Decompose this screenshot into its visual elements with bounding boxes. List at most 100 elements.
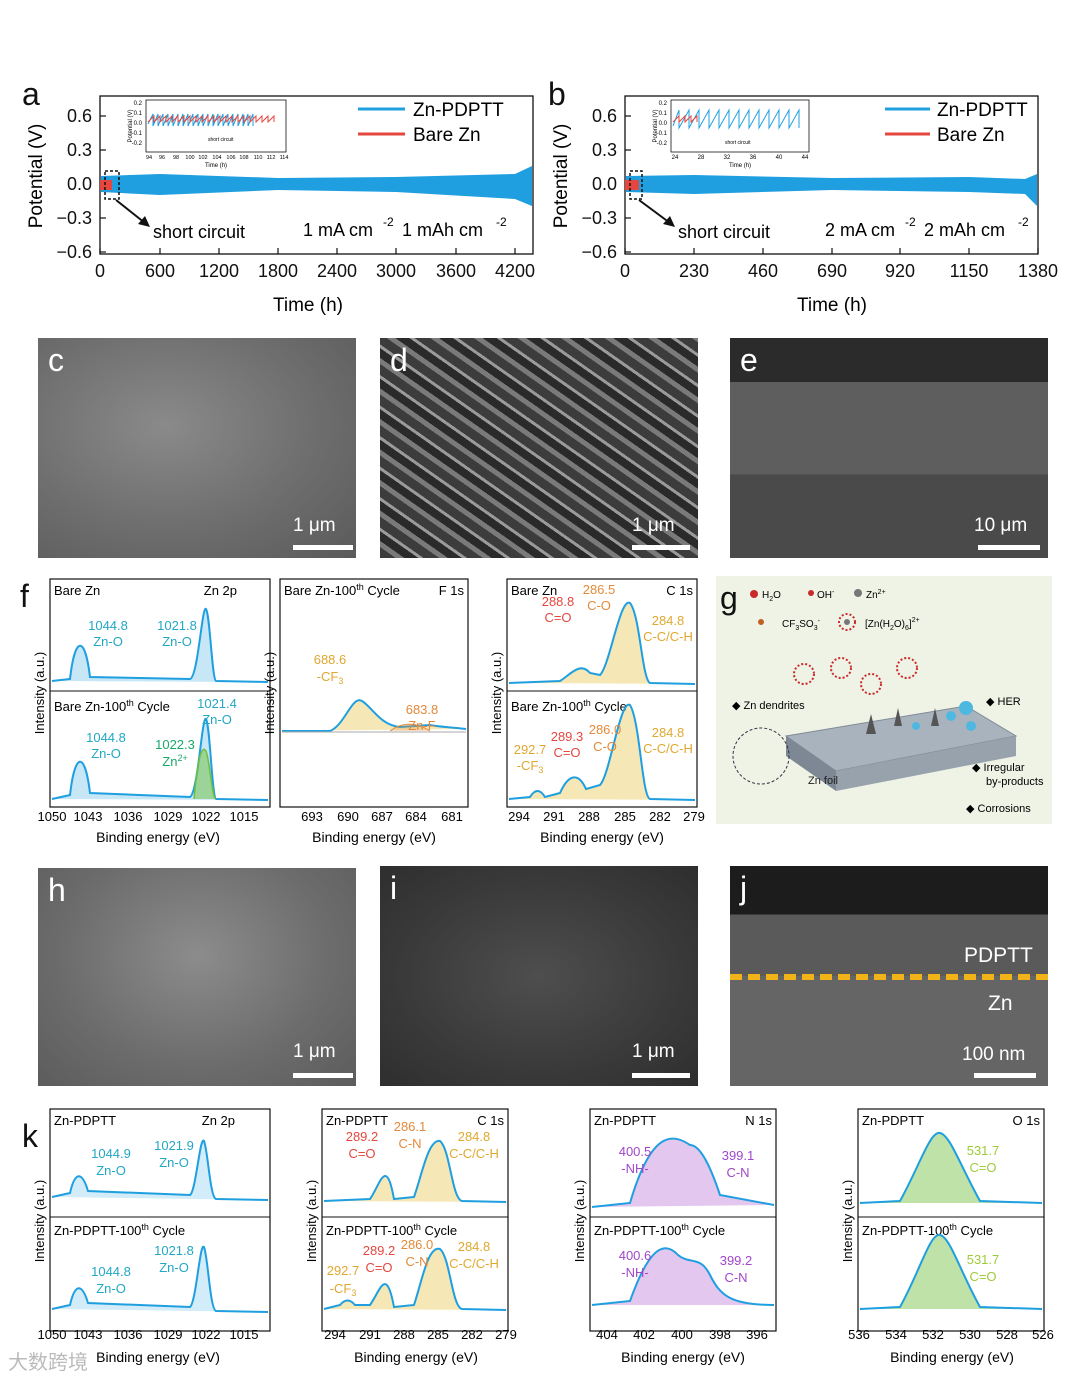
svg-text:534: 534 <box>885 1327 907 1342</box>
svg-text:1021.8: 1021.8 <box>157 618 197 633</box>
svg-text:short circuit: short circuit <box>678 222 770 242</box>
svg-text:Zn-PDPTT-100th Cycle: Zn-PDPTT-100th Cycle <box>594 1222 725 1238</box>
svg-text:Zn foil: Zn foil <box>808 775 838 787</box>
svg-text:CF3SO3-: CF3SO3- <box>782 618 821 632</box>
svg-text:683.8: 683.8 <box>406 702 439 717</box>
svg-text:688.6: 688.6 <box>314 652 347 667</box>
svg-text:460: 460 <box>748 261 778 281</box>
panel-label-f: f <box>20 578 29 614</box>
svg-text:Intensity (a.u.): Intensity (a.u.) <box>304 1180 319 1262</box>
svg-text:402: 402 <box>633 1327 655 1342</box>
svg-text:1015: 1015 <box>230 1327 259 1342</box>
svg-text:Binding energy (eV): Binding energy (eV) <box>621 1349 745 1365</box>
svg-text:98: 98 <box>173 155 179 161</box>
svg-text:short circuit: short circuit <box>725 140 751 146</box>
svg-text:C-N: C-N <box>405 1254 428 1269</box>
tick-a-y4: −0.3 <box>56 208 92 228</box>
inset-b: 0.2 0.1 0.0 -0.1 -0.2 24 28 32 36 40 44 … <box>653 99 810 169</box>
scale-label-c: 1 μm <box>293 515 336 536</box>
svg-text:286.0: 286.0 <box>589 722 622 737</box>
svg-text:-NH-: -NH- <box>621 1161 648 1176</box>
svg-text:Time (h): Time (h) <box>729 163 751 169</box>
svg-text:286.5: 286.5 <box>583 582 616 597</box>
svg-text:404: 404 <box>596 1327 618 1342</box>
svg-text:◆ HER: ◆ HER <box>986 696 1021 708</box>
sem-image-e: e 10 μm <box>730 338 1048 558</box>
svg-text:Bare Zn-100th Cycle: Bare Zn-100th Cycle <box>54 698 170 714</box>
svg-text:114: 114 <box>280 155 289 161</box>
svg-text:1029: 1029 <box>154 1327 183 1342</box>
svg-text:Zn-PDPTT-100th Cycle: Zn-PDPTT-100th Cycle <box>326 1222 457 1238</box>
svg-text:288: 288 <box>578 809 600 824</box>
tick-a-y5: −0.6 <box>56 242 92 262</box>
svg-text:24: 24 <box>672 155 679 161</box>
svg-text:Zn2+: Zn2+ <box>162 753 187 769</box>
svg-text:0: 0 <box>620 261 630 281</box>
svg-text:C=O: C=O <box>544 610 571 625</box>
svg-text:1043: 1043 <box>74 809 103 824</box>
svg-text:110: 110 <box>254 155 263 161</box>
svg-text:short circuit: short circuit <box>208 137 234 143</box>
svg-text:400.6: 400.6 <box>619 1248 652 1263</box>
series-a-bare-zn <box>100 180 112 190</box>
svg-text:-CF3: -CF3 <box>330 1281 357 1298</box>
scale-label-e: 10 μm <box>974 515 1028 536</box>
tick-a-x4: 1800 <box>258 261 298 281</box>
svg-text:Binding energy (eV): Binding energy (eV) <box>890 1349 1014 1365</box>
svg-text:−0.3: −0.3 <box>581 208 617 228</box>
scale-bar-h <box>293 1073 353 1078</box>
svg-text:1050: 1050 <box>38 809 67 824</box>
svg-text:1044.8: 1044.8 <box>91 1264 131 1279</box>
svg-text:C 1s: C 1s <box>666 583 693 598</box>
tick-a-y1: 0.6 <box>67 106 92 126</box>
svg-text:400.5: 400.5 <box>619 1144 652 1159</box>
svg-text:400: 400 <box>671 1327 693 1342</box>
series-a-zn-pdptt <box>101 166 532 206</box>
svg-text:Zn-PDPTT: Zn-PDPTT <box>54 1113 116 1128</box>
svg-text:1015: 1015 <box>230 809 259 824</box>
svg-text:0.1: 0.1 <box>134 111 143 117</box>
svg-text:Intensity (a.u.): Intensity (a.u.) <box>32 1180 47 1262</box>
svg-text:Zn-PDPTT: Zn-PDPTT <box>862 1113 924 1128</box>
arrow-a <box>115 199 146 224</box>
svg-text:294: 294 <box>508 809 530 824</box>
svg-text:Intensity (a.u.): Intensity (a.u.) <box>489 652 504 734</box>
svg-text:286.0: 286.0 <box>401 1237 434 1252</box>
scale-bar-j <box>974 1073 1036 1078</box>
svg-text:1036: 1036 <box>114 809 143 824</box>
svg-text:530: 530 <box>959 1327 981 1342</box>
svg-text:690: 690 <box>337 809 359 824</box>
svg-text:OH-: OH- <box>817 589 835 601</box>
tick-a-x1: 0 <box>95 261 105 281</box>
svg-text:920: 920 <box>885 261 915 281</box>
svg-text:Zn-PDPTT: Zn-PDPTT <box>937 100 1028 121</box>
sem-image-i: i 1 μm <box>380 866 698 1086</box>
svg-text:C=O: C=O <box>365 1260 392 1275</box>
svg-text:282: 282 <box>461 1327 483 1342</box>
svg-text:Zn 2p: Zn 2p <box>202 1113 235 1128</box>
svg-text:108: 108 <box>239 155 248 161</box>
svg-text:1022.3: 1022.3 <box>155 737 195 752</box>
panel-label-g: g <box>720 580 738 616</box>
svg-text:681: 681 <box>441 809 463 824</box>
svg-text:C=O: C=O <box>553 745 580 760</box>
ylabel-a: Potential (V) <box>26 124 47 229</box>
svg-text:0.0: 0.0 <box>659 121 668 127</box>
svg-text:Intensity (a.u.): Intensity (a.u.) <box>572 1180 587 1262</box>
svg-text:Time (h): Time (h) <box>205 163 227 169</box>
svg-text:531.7: 531.7 <box>967 1252 1000 1267</box>
svg-text:◆ Corrosions: ◆ Corrosions <box>966 803 1031 815</box>
tick-a-x8: 4200 <box>495 261 535 281</box>
svg-text:292.7: 292.7 <box>514 742 547 757</box>
svg-text:Zn-O: Zn-O <box>91 746 121 761</box>
svg-text:102: 102 <box>198 155 207 161</box>
svg-text:N 1s: N 1s <box>745 1113 772 1128</box>
panel-label-e: e <box>740 342 758 378</box>
svg-text:104: 104 <box>212 155 221 161</box>
svg-text:1044.8: 1044.8 <box>88 618 128 633</box>
svg-text:-NH-: -NH- <box>621 1265 648 1280</box>
svg-text:36: 36 <box>750 155 757 161</box>
svg-text:292.7: 292.7 <box>327 1263 360 1278</box>
svg-text:289.2: 289.2 <box>346 1129 379 1144</box>
sem-image-j: j PDPTT Zn 100 nm <box>730 866 1048 1086</box>
